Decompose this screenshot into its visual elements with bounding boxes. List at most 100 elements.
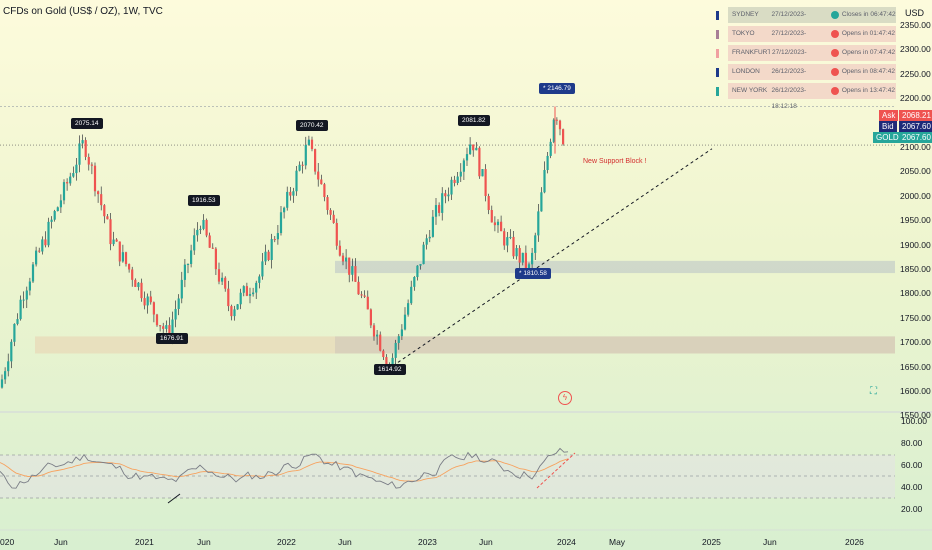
session-status: Closes in 06:47:42: [828, 7, 897, 23]
candle-body: [264, 251, 267, 262]
candle-body: [515, 248, 518, 257]
candle-body: [35, 250, 38, 265]
candle-body: [28, 281, 31, 291]
bid-price: 2067.60: [899, 121, 932, 132]
candle-body: [366, 296, 369, 310]
session-name: LONDON: [727, 64, 770, 80]
symbol-tag: GOLD: [873, 132, 902, 143]
time-tick: May: [609, 537, 626, 547]
candle-body: [298, 164, 301, 171]
candle-body: [109, 219, 112, 245]
rsi-trend-line: [536, 452, 576, 489]
candle-body: [227, 288, 230, 307]
candle-body: [177, 298, 180, 309]
candle-body: [38, 250, 41, 252]
flash-icon[interactable]: ϟ: [558, 391, 572, 405]
candle-body: [400, 329, 403, 337]
candle-body: [456, 176, 459, 184]
candle-body: [369, 309, 372, 326]
candle-body: [190, 250, 193, 264]
candle-body: [317, 171, 320, 180]
candle-body: [490, 210, 493, 223]
candle-body: [534, 235, 537, 253]
price-tick: 1850.00: [900, 264, 931, 274]
session-time: 27/12/2023-09:12:18: [769, 7, 829, 34]
candle-body: [199, 228, 202, 230]
candle-body: [214, 248, 217, 270]
time-tick: 2021: [135, 537, 154, 547]
price-tick: 1900.00: [900, 239, 931, 250]
candle-body: [106, 216, 109, 220]
candle-body: [354, 266, 357, 282]
candle-body: [335, 222, 338, 246]
candle-body: [171, 319, 174, 339]
candle-body: [221, 277, 224, 282]
session-marker: [716, 10, 719, 20]
candle-body: [475, 147, 478, 151]
candle-body: [44, 239, 47, 246]
fullscreen-icon[interactable]: ⛶: [870, 386, 877, 397]
candle-body: [549, 141, 552, 156]
session-marker: [716, 67, 719, 77]
support-low-label: * 1810.58: [515, 268, 551, 279]
candle-body: [69, 176, 72, 184]
candle-body: [115, 239, 118, 242]
candle-body: [124, 252, 128, 265]
time-tick: 020: [0, 537, 15, 547]
candle-body: [252, 292, 255, 295]
swing-high-label: 2070.42: [296, 120, 328, 131]
candle-body: [16, 319, 19, 324]
time-tick: Jun: [763, 537, 777, 547]
candle-body: [450, 179, 453, 195]
candle-body: [493, 222, 496, 226]
last-price: 2067.60: [899, 132, 932, 143]
candle-body: [239, 292, 242, 305]
rsi-tick: 60.00: [901, 460, 923, 470]
price-tick: 1650.00: [900, 361, 931, 372]
candle-body: [462, 160, 465, 172]
candle-body: [410, 286, 413, 304]
candle-body: [267, 251, 270, 260]
candle-body: [506, 237, 509, 246]
candle-body: [295, 170, 298, 192]
swing-low-label: 1676.91: [156, 333, 188, 344]
session-marker: [716, 48, 719, 58]
candle-body: [186, 263, 190, 265]
candle-body: [75, 164, 78, 174]
candle-body: [155, 314, 159, 326]
candle-body: [174, 308, 177, 320]
candle-body: [224, 277, 227, 289]
candle-body: [103, 205, 106, 217]
time-tick: Jun: [479, 537, 493, 547]
candle-body: [208, 235, 211, 248]
session-row: NEW YORK 26/12/2023-18:12:18 Opens in 13:4…: [716, 83, 897, 110]
status-dot-icon: [830, 87, 839, 95]
candle-body: [87, 156, 90, 165]
session-status: Opens in 07:47:42: [829, 45, 896, 61]
session-name: FRANKFURT: [727, 45, 771, 61]
candle-body: [196, 229, 199, 236]
candle-body: [7, 361, 10, 372]
candle-body: [162, 326, 165, 329]
candle-body: [422, 244, 425, 265]
candle-body: [379, 334, 382, 351]
swing-high-label: 2081.82: [458, 115, 490, 126]
time-tick: Jun: [197, 537, 211, 547]
candle-body: [152, 302, 155, 315]
status-dot-icon: [831, 49, 840, 57]
rsi-line: [0, 447, 569, 489]
candle-body: [149, 296, 152, 303]
candle-body: [59, 200, 62, 208]
candle-body: [78, 143, 81, 165]
price-tick: 2350.00: [900, 20, 931, 30]
candle-body: [459, 171, 462, 177]
candle-body: [183, 264, 186, 280]
candle-body: [90, 164, 93, 166]
candle-body: [503, 231, 506, 246]
time-tick: 2024: [557, 537, 576, 547]
candle-body: [289, 191, 292, 196]
